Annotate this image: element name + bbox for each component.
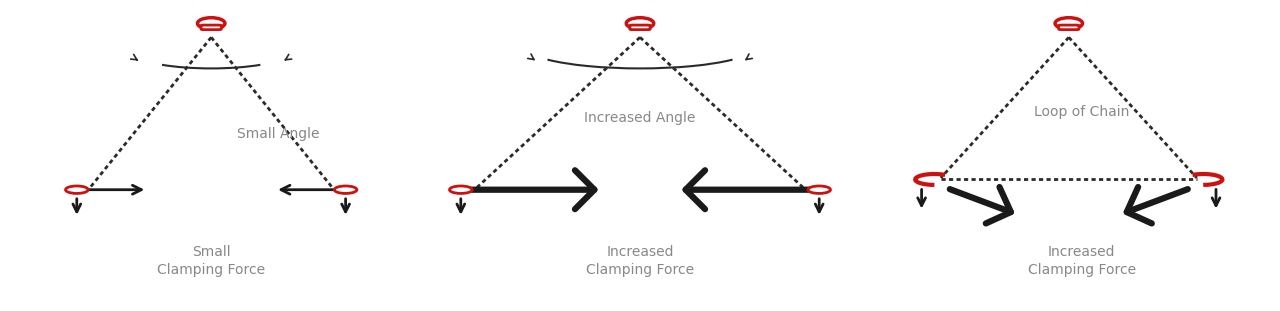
- Text: Increased
Clamping Force: Increased Clamping Force: [586, 245, 694, 277]
- Ellipse shape: [1055, 18, 1083, 29]
- FancyBboxPatch shape: [630, 25, 650, 30]
- FancyBboxPatch shape: [1059, 25, 1079, 30]
- Ellipse shape: [626, 18, 654, 29]
- Text: Small
Clamping Force: Small Clamping Force: [157, 245, 265, 277]
- Text: Increased Angle: Increased Angle: [584, 111, 696, 125]
- Ellipse shape: [65, 186, 88, 193]
- Ellipse shape: [808, 186, 831, 193]
- Ellipse shape: [334, 186, 357, 193]
- FancyBboxPatch shape: [201, 25, 221, 30]
- Text: Small Angle: Small Angle: [237, 127, 319, 141]
- Text: Increased
Clamping Force: Increased Clamping Force: [1028, 245, 1135, 277]
- Ellipse shape: [197, 18, 225, 29]
- Text: Loop of Chain: Loop of Chain: [1034, 105, 1129, 119]
- Ellipse shape: [449, 186, 472, 193]
